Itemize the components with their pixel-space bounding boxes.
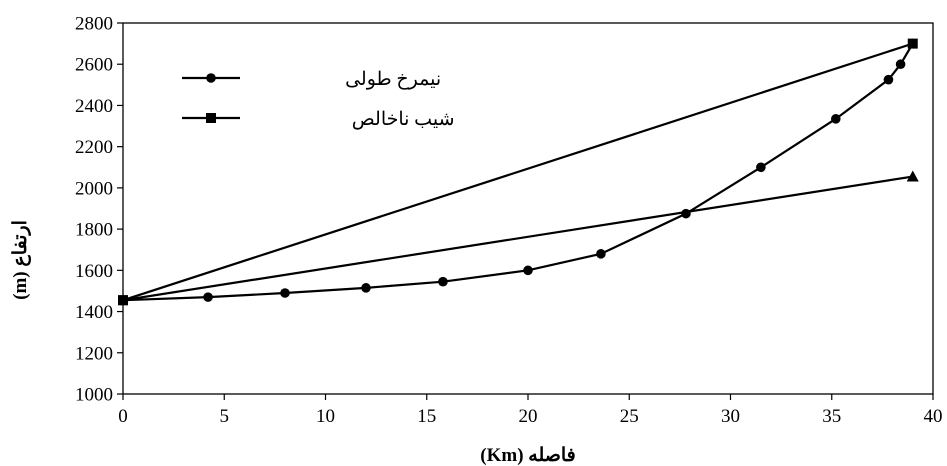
x-tick-label: 15 [417,406,436,427]
data-point [756,162,766,173]
y-tick-label: 1800 [75,220,113,241]
y-tick-label: 2200 [75,137,113,158]
y-axis-title: ارتفاع (m) [10,220,31,300]
y-tick-label: 1200 [75,343,113,364]
y-tick-label: 2400 [75,96,113,117]
x-axis-title: فاصله (Km) [480,445,576,466]
x-tick-label: 0 [118,406,128,427]
data-point [596,249,606,259]
data-point [906,170,919,182]
data-point [203,292,213,302]
legend-label: شیب ناخالص [352,109,455,130]
series-line [122,42,914,302]
data-point [523,265,533,276]
data-point [438,276,448,287]
y-tick-label: 1400 [75,302,113,323]
data-point [883,74,894,85]
y-tick-label: 1000 [75,385,113,406]
legend-item: نیمرخ طولی [182,69,441,90]
legend: نیمرخ طولی شیب ناخالص [182,69,455,130]
series-line [122,175,913,302]
series-1 [118,38,918,306]
series-layer [118,38,919,306]
series-3 [118,170,919,306]
data-point [361,283,371,293]
y-tick-label: 2000 [75,178,113,199]
axes: 0 5 10 15 20 25 30 35 40 1000 1200 1400 1600 1800 2000… [75,14,943,428]
y-tick-label: 2600 [75,55,113,76]
x-tick-label: 5 [220,406,230,427]
data-point [280,288,290,298]
y-tick-label: 1600 [75,261,113,282]
data-point [681,208,691,219]
data-point [831,114,841,124]
legend-item: شیب ناخالص [182,109,455,130]
plot-border [122,22,934,395]
plot-frame [122,22,934,395]
x-tick-label: 25 [620,406,639,427]
x-tick-label: 35 [822,406,841,427]
x-tick-label: 20 [519,406,538,427]
y-tick-label: 2800 [75,14,113,35]
data-point [895,59,906,70]
x-tick-label: 30 [721,406,740,427]
data-point [118,295,128,306]
legend-marker [206,73,216,83]
legend-marker [206,113,216,123]
legend-label: نیمرخ طولی [345,69,441,90]
x-tick-label: 10 [316,406,335,427]
x-tick-label: 40 [924,406,943,427]
data-point [907,38,918,49]
